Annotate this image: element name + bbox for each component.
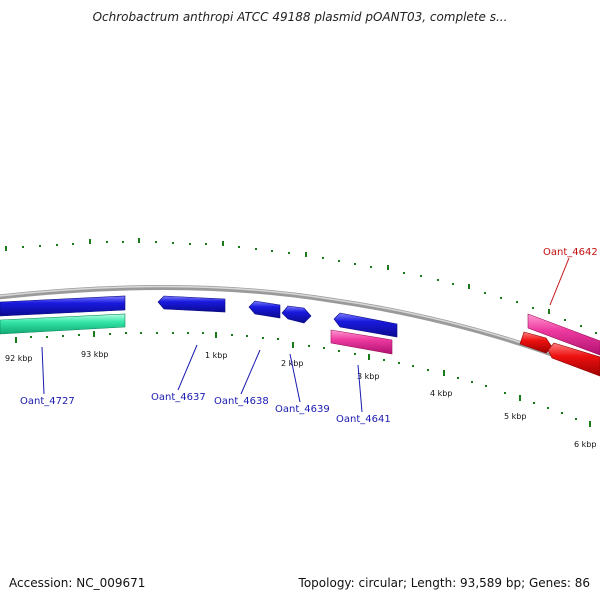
topology-summary: Topology: circular; Length: 93,589 bp; G… (298, 576, 590, 590)
gene-features (0, 295, 600, 377)
tick-label-1kbp: 1 kbp (205, 351, 227, 360)
outer-tick-ring (5, 238, 597, 334)
map-title: Ochrobactrum anthropi ATCC 49188 plasmid… (92, 10, 508, 24)
gene-oant4638[interactable] (248, 300, 281, 319)
backbone-arc (0, 284, 600, 375)
accession-text: Accession: NC_009671 (9, 576, 146, 590)
tick-label-4kbp: 4 kbp (430, 389, 452, 398)
tick-label-93kbp: 93 kbp (81, 350, 109, 359)
gene-label-oant4642[interactable]: Oant_4642 (543, 247, 598, 258)
gene-oant4641[interactable] (333, 312, 398, 338)
gene-red-right[interactable] (547, 342, 600, 377)
gene-oant4639[interactable] (281, 305, 312, 324)
gene-blue-left[interactable] (0, 295, 126, 317)
tick-label-5kbp: 5 kbp (504, 412, 526, 421)
label-leaders (41, 257, 570, 413)
tick-label-92kbp: 92 kbp (5, 354, 33, 363)
gene-magenta-4641[interactable] (330, 329, 393, 355)
gene-label-oant4638[interactable]: Oant_4638 (214, 396, 269, 407)
gene-teal-oant4727[interactable] (0, 313, 126, 335)
gene-label-oant4639[interactable]: Oant_4639 (275, 404, 330, 415)
gene-label-oant4637[interactable]: Oant_4637 (151, 392, 206, 403)
gene-oant4637[interactable] (157, 295, 226, 313)
tick-label-3kbp: 3 kbp (357, 372, 379, 381)
tick-label-6kbp: 6 kbp (574, 440, 596, 449)
backbone-arc-highlight (0, 285, 600, 372)
gene-label-oant4727[interactable]: Oant_4727 (20, 396, 75, 407)
inner-tick-ring (15, 331, 591, 427)
gene-oant4642[interactable] (527, 313, 600, 356)
gene-label-oant4641[interactable]: Oant_4641 (336, 414, 391, 425)
